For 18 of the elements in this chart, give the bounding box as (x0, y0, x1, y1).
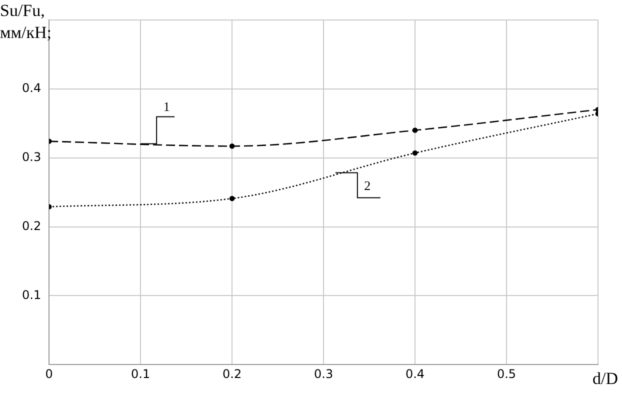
y-tick-label: 0.4 (22, 81, 42, 96)
series-label: 2 (364, 178, 371, 194)
y-tick-label: 0.1 (22, 288, 42, 302)
x-tick-label: 0.5 (496, 366, 516, 381)
point (412, 128, 418, 133)
y-axis-title: Su/Fu, мм/кН; (0, 0, 52, 44)
x-tick-label: 0.4 (405, 366, 425, 381)
x-tick-label: 0.1 (131, 366, 150, 381)
text: 1 (163, 99, 170, 114)
point (412, 150, 418, 156)
x-tick-label: 0.2 (222, 366, 242, 381)
point (229, 143, 235, 149)
x-tick-label: 0 (45, 366, 53, 381)
x-tick-label: 0.3 (314, 366, 334, 381)
y-tick-label: 0.2 (22, 218, 42, 233)
point (229, 196, 235, 202)
x-axis-title: d/D (592, 368, 618, 390)
y-tick-label: 0.3 (22, 150, 42, 164)
